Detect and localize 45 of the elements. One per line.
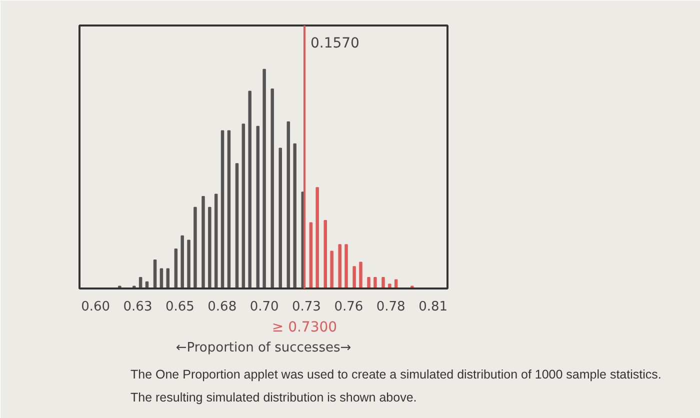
bar: [227, 130, 231, 288]
bar: [324, 220, 327, 288]
bar: [235, 163, 239, 288]
x-tick-label: 0.76: [334, 300, 364, 314]
bar: [180, 235, 184, 288]
bar: [293, 143, 296, 288]
bar: [382, 277, 385, 288]
bar: [309, 222, 313, 288]
x-tick-label: 0.65: [165, 300, 194, 314]
bar: [278, 148, 282, 288]
bar: [316, 187, 319, 288]
bar: [202, 196, 205, 288]
bar: [208, 206, 212, 288]
bar: [220, 130, 224, 288]
x-tick-label: 0.68: [208, 300, 237, 314]
bar: [374, 277, 377, 288]
bar: [367, 277, 370, 288]
bar: [330, 250, 334, 288]
annotation: 0.1570: [310, 36, 360, 52]
bar: [174, 248, 178, 288]
bar: [338, 244, 342, 288]
x-tick-label: 0.60: [81, 300, 110, 314]
x-axis-title: ←Proportion of successes→: [176, 340, 352, 356]
bar: [359, 262, 362, 288]
x-tick-label: 0.63: [123, 300, 152, 314]
x-tick-label: 0.73: [292, 300, 321, 314]
bar: [262, 68, 266, 288]
x-tick-label: 0.70: [250, 300, 279, 314]
bar: [344, 244, 348, 288]
bar: [388, 284, 392, 288]
bar: [187, 240, 190, 288]
bar: [194, 206, 197, 288]
text: The One Proportion applet was used to create a simulated distribution of 1000 sample statistics.: [130, 368, 662, 382]
bar: [256, 126, 260, 288]
bar: [153, 260, 157, 288]
x-tick-label: 0.81: [418, 300, 448, 314]
x-tick-label: 0.78: [376, 300, 406, 314]
text: ≥ 0.7300: [272, 320, 338, 336]
bar: [286, 121, 290, 288]
bar: [270, 88, 274, 288]
bar: [242, 124, 246, 288]
bar: [352, 266, 356, 288]
bar: [248, 90, 252, 288]
text: The resulting simulated distribution is shown above.: [130, 390, 417, 404]
bar: [214, 194, 218, 288]
